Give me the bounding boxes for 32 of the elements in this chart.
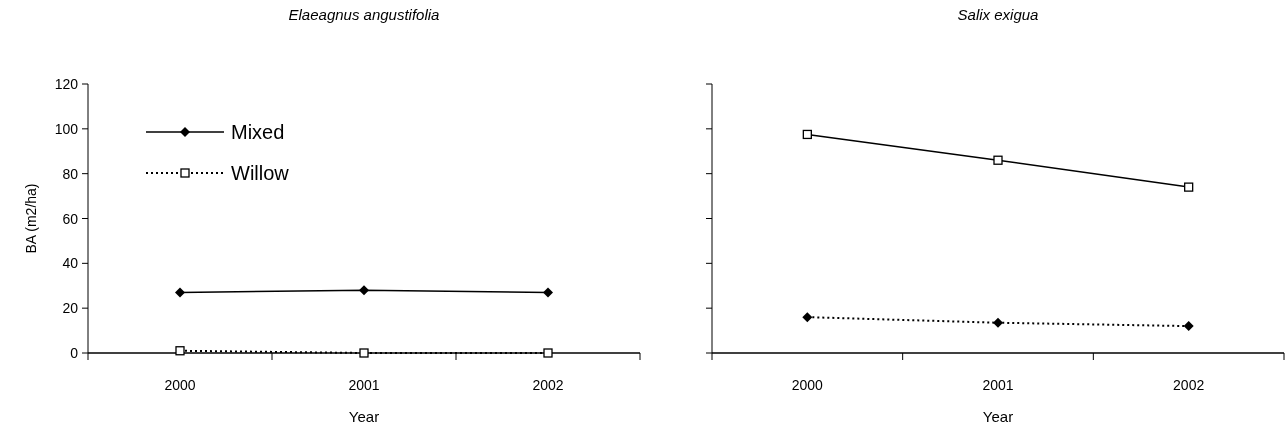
x-axis-title: Year [982,408,1014,425]
point [802,129,812,140]
y-tick-label: 40 [62,255,79,272]
point [359,285,369,296]
point [175,346,185,356]
y-tick-label: 0 [70,345,79,361]
y-axis-title: BA (m2/ha) [23,183,39,254]
x-tick-label: 2000 [164,377,196,393]
y-tick-label: 120 [54,76,79,92]
x-tick-label: 2002 [532,377,564,393]
x-tick-label: 2001 [982,377,1014,393]
chart-title: Salix exigua [957,6,1039,23]
x-tick-label: 2000 [791,377,824,393]
legend-label: Mixed [231,121,285,143]
point [543,348,553,358]
point [802,312,813,323]
point [993,317,1003,328]
y-tick-label: 20 [62,300,79,317]
y-tick-label: 80 [62,165,79,182]
y-tick-label: 100 [54,120,79,137]
chart-title: Elaeagnus angustifolia [288,6,440,23]
point [1183,321,1194,332]
point [359,348,369,358]
x-axis-title: Year [348,408,380,425]
x-tick-label: 2002 [1173,377,1205,393]
x-tick-label: 2001 [348,377,380,393]
legend-label: Willow [231,162,290,184]
point [543,287,553,298]
point [1184,182,1194,192]
y-tick-label: 60 [62,210,79,227]
point [175,287,185,298]
point [993,155,1003,165]
